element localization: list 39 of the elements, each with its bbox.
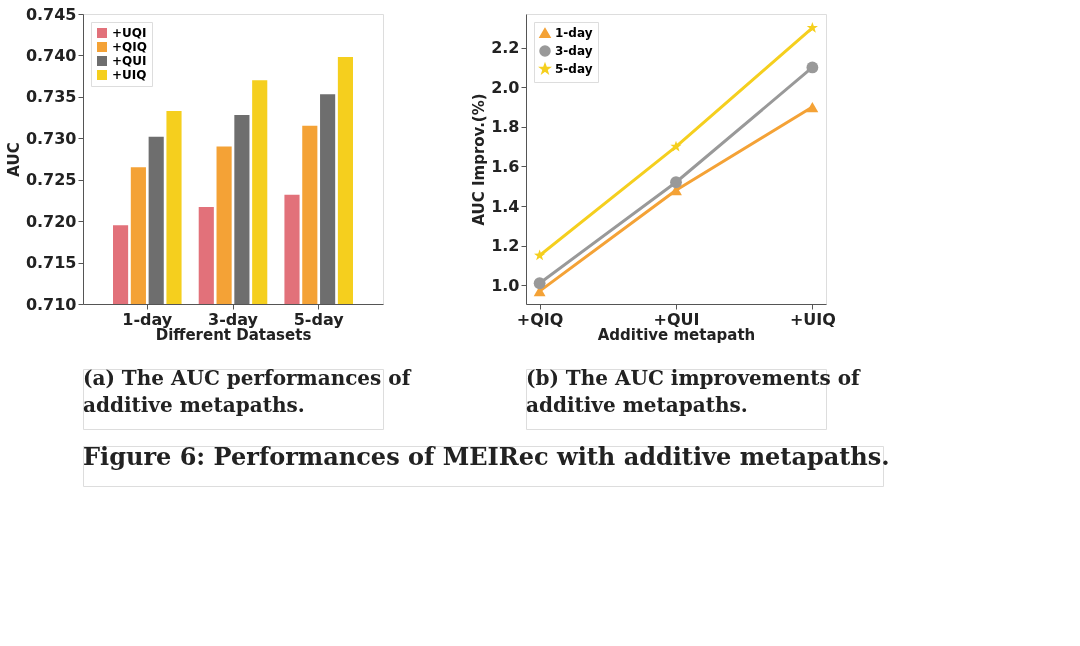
y-tick-label: 0.740 bbox=[25, 45, 77, 65]
x-tick-label: +UIQ bbox=[789, 309, 836, 329]
legend-label: 1-day bbox=[555, 26, 593, 40]
legend-label: +QIQ bbox=[112, 40, 147, 54]
y-tick-label: 2.2 bbox=[491, 38, 520, 58]
point bbox=[533, 277, 546, 290]
x-tick-label: 5-day bbox=[293, 309, 345, 329]
point bbox=[806, 21, 818, 33]
point bbox=[670, 176, 682, 189]
caption: Figure 6: Performances of MEIRec with additive metapaths. bbox=[83, 442, 890, 471]
x-tick-label: 3-day bbox=[208, 309, 259, 329]
y-tick-label: 0.715 bbox=[25, 253, 77, 273]
y-tick-label: 0.735 bbox=[25, 87, 77, 107]
legend-label: +UQI bbox=[112, 26, 147, 40]
legend-label: 5-day bbox=[555, 62, 593, 76]
text: (b) The AUC improvements of additive metapaths. bbox=[526, 366, 862, 417]
point bbox=[806, 101, 819, 113]
y-axis-title: AUC bbox=[4, 142, 23, 177]
point bbox=[534, 249, 546, 261]
legend-label: 3-day bbox=[555, 44, 593, 58]
y-tick-label: 1.6 bbox=[491, 156, 520, 176]
y-tick-label: 2.0 bbox=[491, 77, 520, 97]
point bbox=[806, 61, 819, 74]
legend-label: +QUI bbox=[112, 54, 147, 68]
y-tick-label: 1.4 bbox=[491, 196, 520, 216]
text: (a) The AUC performances of additive metapaths. bbox=[83, 366, 412, 417]
x-tick-label: +QUI bbox=[653, 309, 700, 329]
legend-label: +UIQ bbox=[112, 68, 147, 82]
y-tick-label: 0.745 bbox=[25, 4, 77, 24]
y-tick-label: 0.725 bbox=[25, 170, 77, 190]
x-tick-label: +QIQ bbox=[516, 309, 564, 329]
point bbox=[670, 140, 682, 152]
y-tick-label: 1.2 bbox=[491, 236, 520, 256]
y-tick-label: 0.720 bbox=[25, 211, 77, 231]
y-tick-label: 1.0 bbox=[491, 275, 520, 295]
y-axis-title: AUC Improv.(%) bbox=[470, 93, 489, 226]
y-tick-label: 0.710 bbox=[25, 294, 77, 314]
y-tick-label: 1.8 bbox=[491, 117, 520, 137]
y-tick-label: 0.730 bbox=[25, 128, 77, 148]
